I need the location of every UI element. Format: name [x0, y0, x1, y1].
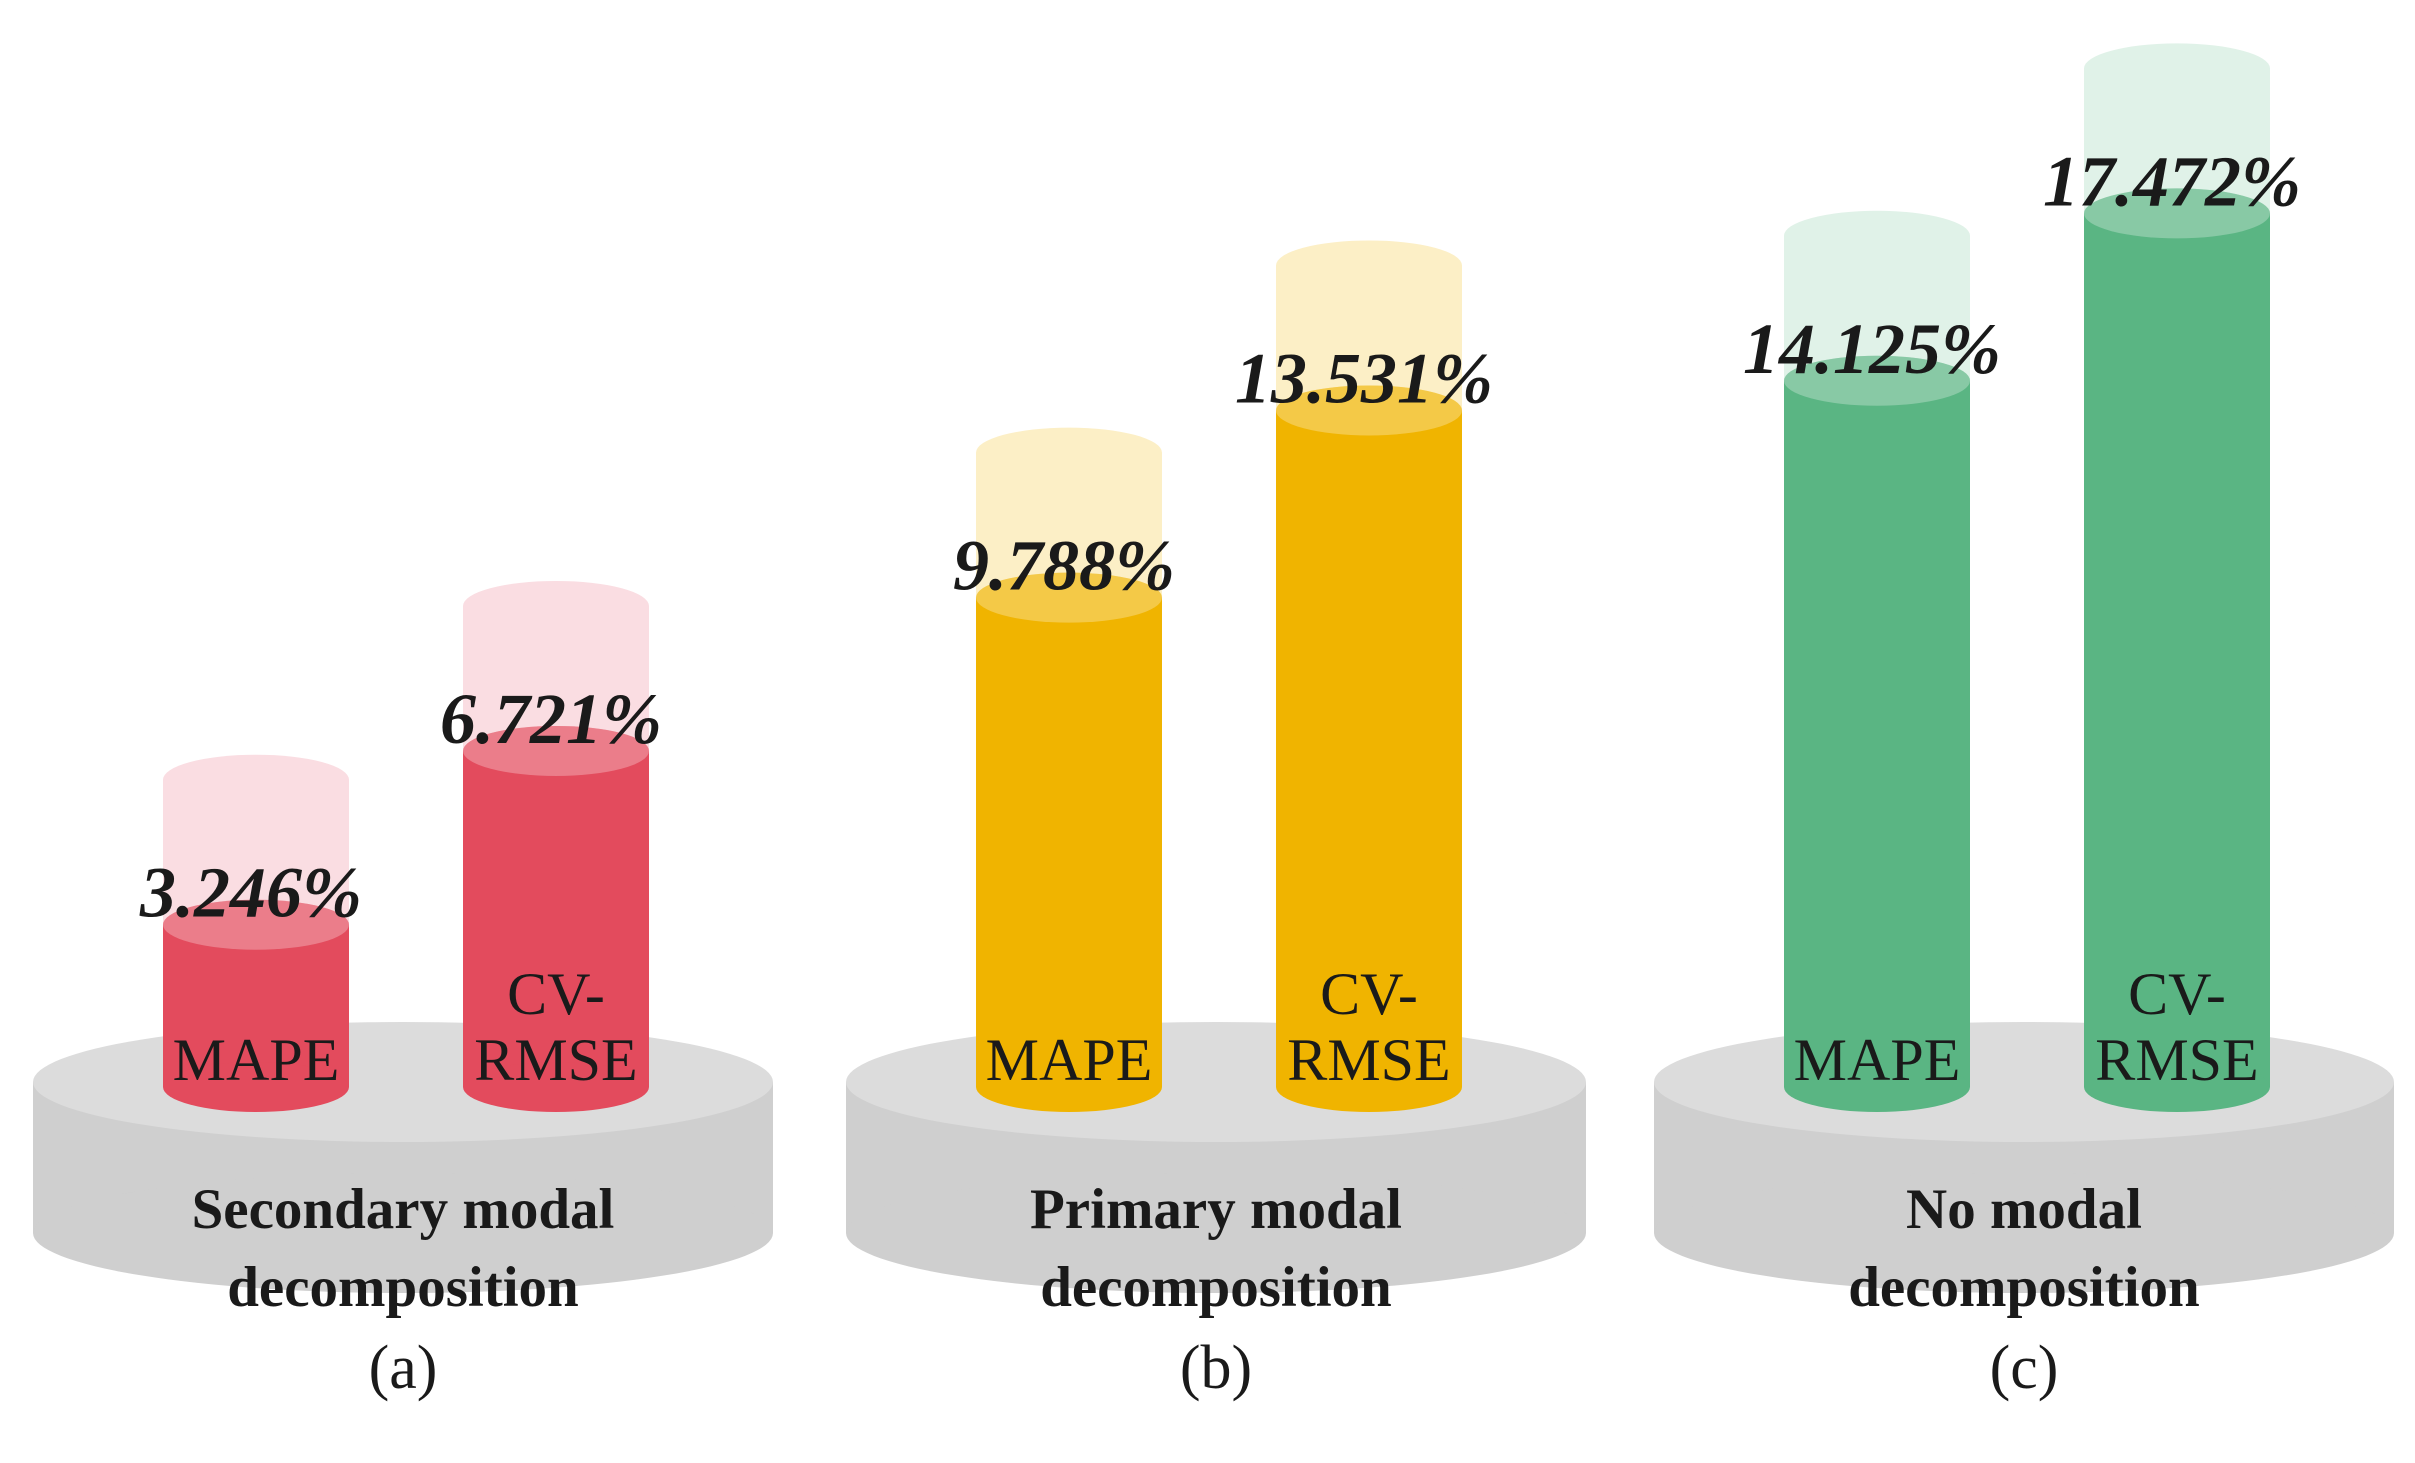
bar-base — [976, 1062, 1162, 1112]
bar-base — [2084, 1062, 2270, 1112]
bar-top — [463, 725, 649, 776]
chart-panel-1: MAPE 3.246% CV-RMSE 6.721% Secondary modal de… — [33, 580, 773, 1402]
bar-mape: MAPE 14.125% — [1743, 210, 2001, 1112]
bar-base — [1276, 1062, 1462, 1112]
bar-category-label: RMSE — [474, 1027, 637, 1093]
bar-ghost-top — [1276, 240, 1462, 291]
bar-ghost-top — [463, 580, 649, 631]
bar-top-highlight — [463, 725, 649, 776]
bar-value-label: 17.472% — [2043, 141, 2301, 221]
bar-cv-rmse: CV-RMSE 13.531% — [1235, 240, 1493, 1112]
bar-ghost-top — [2084, 43, 2270, 94]
bar-top-highlight — [2084, 188, 2270, 239]
bar-category-label: CV- — [507, 961, 605, 1027]
plinth-bottom — [846, 1173, 1586, 1293]
group-title: decomposition — [1848, 1256, 2200, 1319]
bar-top — [1784, 355, 1970, 406]
bar-value-label: 6.721% — [440, 679, 662, 759]
panel-label: (a) — [369, 1334, 438, 1402]
bar-value-label: 3.246% — [139, 853, 362, 933]
bar-category-label: MAPE — [1794, 1027, 1961, 1093]
bar-category-label: RMSE — [2095, 1027, 2258, 1093]
group-title: No modal — [1906, 1178, 2142, 1241]
bar-category-label: RMSE — [1287, 1027, 1450, 1093]
bar-body — [1276, 410, 1462, 1087]
plinth-top — [33, 1022, 773, 1142]
chart-panel-3: MAPE 14.125% CV-RMSE 17.472% No modal decompo… — [1654, 43, 2394, 1402]
bar-cv-rmse: CV-RMSE 17.472% — [2043, 43, 2301, 1112]
bar-value-label: 13.531% — [1235, 338, 1493, 418]
group-title: decomposition — [1040, 1256, 1392, 1319]
bar-ghost-top — [1784, 210, 1970, 261]
bar-base — [1784, 1062, 1970, 1112]
group-title: Secondary modal — [192, 1178, 615, 1241]
bar-body — [976, 597, 1162, 1087]
bar-top — [163, 899, 349, 950]
bar-top-highlight — [976, 572, 1162, 623]
bar-body — [2084, 213, 2270, 1087]
bar-top — [2084, 188, 2270, 239]
group-title: decomposition — [227, 1256, 579, 1319]
bar-top-highlight — [163, 899, 349, 950]
bar-category-label: CV- — [2128, 961, 2226, 1027]
bar-category-label: MAPE — [173, 1027, 340, 1093]
bar-top-highlight — [1276, 385, 1462, 436]
plinth-bottom — [33, 1173, 773, 1293]
bar-top-highlight — [1784, 355, 1970, 406]
bar-ghost-top — [976, 427, 1162, 478]
bar-base — [163, 1062, 349, 1112]
plinth-bottom — [1654, 1173, 2394, 1293]
chart-panel-2: MAPE 9.788% CV-RMSE 13.531% Primary modal dec… — [846, 240, 1586, 1402]
bar-body — [463, 750, 649, 1087]
panel-label: (c) — [1990, 1334, 2059, 1402]
plinth-top — [1654, 1022, 2394, 1142]
bar-ghost-top — [163, 754, 349, 805]
bar-body — [163, 924, 349, 1087]
bar-top — [976, 572, 1162, 623]
bar-value-label: 14.125% — [1743, 309, 2001, 389]
bar-cv-rmse: CV-RMSE 6.721% — [440, 580, 662, 1112]
bar-category-label: CV- — [1320, 961, 1418, 1027]
plinth-top — [846, 1022, 1586, 1142]
bar-mape: MAPE 9.788% — [953, 427, 1175, 1112]
bar-body — [1784, 380, 1970, 1087]
bar-base — [463, 1062, 649, 1112]
bar-top — [1276, 385, 1462, 436]
group-title: Primary modal — [1030, 1178, 1402, 1241]
panel-label: (b) — [1180, 1334, 1252, 1402]
bar-value-label: 9.788% — [953, 526, 1175, 606]
bar-mape: MAPE 3.246% — [139, 754, 362, 1112]
bar-category-label: MAPE — [986, 1027, 1153, 1093]
